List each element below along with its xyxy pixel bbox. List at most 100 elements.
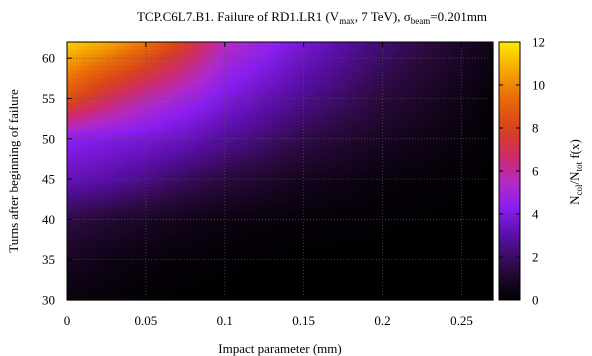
heatmap-cell [280,166,285,172]
heatmap-cell [394,219,399,225]
heatmap-cell [74,134,80,140]
heatmap-cell [453,74,459,79]
heatmap-cell [114,166,119,172]
heatmap-cell [291,58,297,63]
heatmap-cell [173,122,179,128]
heatmap-cell [268,203,273,208]
heatmap-cell [130,150,135,156]
heatmap-cell [374,90,380,96]
heatmap-cell [114,134,119,140]
heatmap-cell [370,90,376,96]
heatmap-cell [102,90,108,96]
heatmap-cell [193,134,198,140]
heatmap-cell [110,138,115,144]
heatmap-cell [319,82,324,87]
heatmap-cell [347,166,352,172]
heatmap-cell [390,162,395,168]
heatmap-cell [193,102,198,108]
heatmap-cell [481,90,486,96]
heatmap-cell [260,207,265,212]
heatmap-cell [220,175,226,180]
heatmap-cell [268,179,273,184]
heatmap-cell [449,62,455,67]
heatmap-cell [161,66,167,71]
heatmap-cell [153,50,159,55]
heatmap-cell [74,138,80,144]
heatmap-cell [295,122,301,128]
heatmap-cell [299,211,305,216]
heatmap-cell [165,187,171,192]
heatmap-cell [469,158,474,164]
heatmap-cell [358,42,364,47]
heatmap-cell [374,122,380,128]
heatmap-cell [82,187,88,192]
heatmap-cell [343,191,348,196]
heatmap-cell [94,187,100,192]
heatmap-cell [481,94,486,100]
heatmap-cell [457,219,463,225]
heatmap-cell [149,211,155,216]
heatmap-cell [295,86,301,91]
heatmap-cell [228,187,234,192]
heatmap-cell [177,90,182,96]
heatmap-cell [418,150,423,156]
heatmap-cell [319,179,324,184]
heatmap-cell [422,90,427,96]
heatmap-cell [362,86,368,91]
heatmap-cell [370,78,376,83]
heatmap-cell [362,154,368,160]
heatmap-cell [469,179,474,184]
heatmap-cell [410,219,415,225]
heatmap-cell [220,54,226,59]
heatmap-cell [362,70,368,75]
heatmap-cell [323,118,328,124]
heatmap-cell [220,162,226,168]
heatmap-cell [236,211,242,216]
heatmap-cell [315,166,321,172]
heatmap-cell [248,102,253,108]
heatmap-cell [209,187,214,192]
heatmap-cell [260,187,265,192]
heatmap-cell [86,215,92,220]
heatmap-cell [165,82,171,87]
heatmap-cell [429,66,435,71]
heatmap-cell [437,82,443,87]
heatmap-cell [366,54,372,59]
heatmap-cell [394,154,399,160]
heatmap-cell [153,118,159,124]
heatmap-cell [232,154,238,160]
heatmap-cell [358,223,364,229]
heatmap-cell [264,94,269,100]
heatmap-cell [461,207,466,212]
heatmap-cell [433,50,439,55]
heatmap-cell [86,74,92,79]
heatmap-cell [244,191,250,196]
heatmap-cell [82,146,88,152]
heatmap-cell [303,74,309,79]
heatmap-cell [382,134,388,140]
heatmap-cell [209,118,214,124]
heatmap-cell [347,171,352,176]
heatmap-cell [248,86,253,91]
heatmap-cell [422,114,427,120]
heatmap-cell [299,54,305,59]
heatmap-cell [374,175,380,180]
heatmap-cell [489,138,494,144]
heatmap-cell [161,114,167,120]
heatmap-cell [197,46,202,51]
heatmap-cell [193,179,198,184]
heatmap-cell [343,223,348,229]
heatmap-cell [126,179,131,184]
heatmap-cell [220,183,226,188]
heatmap-cell [402,195,407,200]
heatmap-cell [418,154,423,160]
heatmap-cell [283,162,289,168]
heatmap-cell [390,66,395,71]
heatmap-cell [130,191,135,196]
heatmap-cell [390,58,395,63]
heatmap-cell [418,191,423,196]
heatmap-cell [216,142,222,148]
heatmap-cell [141,90,147,96]
heatmap-cell [425,171,431,176]
heatmap-cell [469,195,474,200]
